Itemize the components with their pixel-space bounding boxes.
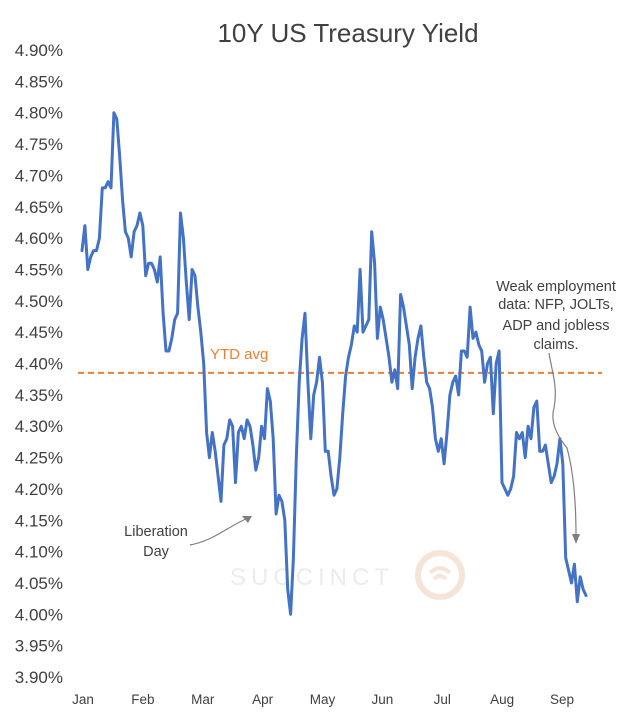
y-tick-label: 4.25%: [15, 449, 63, 468]
y-tick-label: 3.90%: [15, 668, 63, 687]
y-tick-label: 4.60%: [15, 229, 63, 248]
y-tick-label: 4.55%: [15, 260, 63, 279]
y-axis: 4.90% 4.85% 4.80% 4.75% 4.70% 4.65% 4.60% 4.55%…: [15, 41, 63, 687]
y-tick-label: 4.40%: [15, 355, 63, 374]
y-tick-label: 4.00%: [15, 605, 63, 624]
y-tick-label: 4.30%: [15, 417, 63, 436]
y-tick-label: 4.70%: [15, 166, 63, 185]
annotation-liberation-day: Liberation Day: [124, 516, 252, 560]
annotation-liberation-arrow: [189, 516, 251, 546]
annotation-employment-arrowhead: [572, 534, 580, 544]
y-tick-label: 3.95%: [15, 637, 63, 656]
y-tick-label: 4.20%: [15, 480, 63, 499]
x-tick-label: Jan: [72, 692, 94, 707]
watermark-logo-icon: [415, 550, 465, 600]
x-tick-label: May: [310, 692, 336, 707]
y-tick-label: 4.35%: [15, 386, 63, 405]
watermark-text: SUCCINCT: [230, 564, 394, 591]
y-tick-label: 4.90%: [15, 41, 63, 60]
y-tick-label: 4.15%: [15, 511, 63, 530]
y-tick-label: 4.45%: [15, 323, 63, 342]
y-tick-label: 4.05%: [15, 574, 63, 593]
annotation-employment-line-4: claims.: [533, 337, 578, 353]
annotation-employment-line-1: Weak employment: [496, 279, 616, 295]
chart-title: 10Y US Treasury Yield: [217, 18, 478, 48]
annotation-employment-line-3: ADP and jobless: [503, 318, 610, 334]
x-tick-label: Jun: [371, 692, 393, 707]
ytd-avg-label: YTD avg: [210, 346, 268, 363]
annotation-employment-line-2: data: NFP, JOLTs,: [498, 297, 614, 313]
y-tick-label: 4.50%: [15, 292, 63, 311]
yield-series-line: [80, 111, 588, 616]
x-tick-label: Mar: [191, 692, 215, 707]
annotation-weak-employment: Weak employment data: NFP, JOLTs, ADP an…: [496, 279, 616, 544]
annotation-liberation-line-1: Liberation: [124, 524, 188, 540]
y-tick-label: 4.10%: [15, 543, 63, 562]
x-tick-label: Aug: [490, 692, 514, 707]
x-tick-label: Jul: [434, 692, 451, 707]
y-tick-label: 4.65%: [15, 198, 63, 217]
annotation-employment-arrow: [548, 352, 577, 537]
x-tick-label: Sep: [550, 692, 574, 707]
x-tick-label: Feb: [131, 692, 154, 707]
y-tick-label: 4.85%: [15, 72, 63, 91]
x-tick-label: Apr: [252, 692, 274, 707]
ytd-average: YTD avg: [78, 346, 602, 374]
y-tick-label: 4.75%: [15, 135, 63, 154]
annotation-liberation-arrowhead: [242, 516, 252, 523]
x-axis: Jan Feb Mar Apr May Jun Jul Aug Sep: [72, 692, 574, 707]
watermark: SUCCINCT: [230, 550, 465, 600]
y-tick-label: 4.80%: [15, 104, 63, 123]
annotation-liberation-line-2: Day: [143, 544, 170, 560]
